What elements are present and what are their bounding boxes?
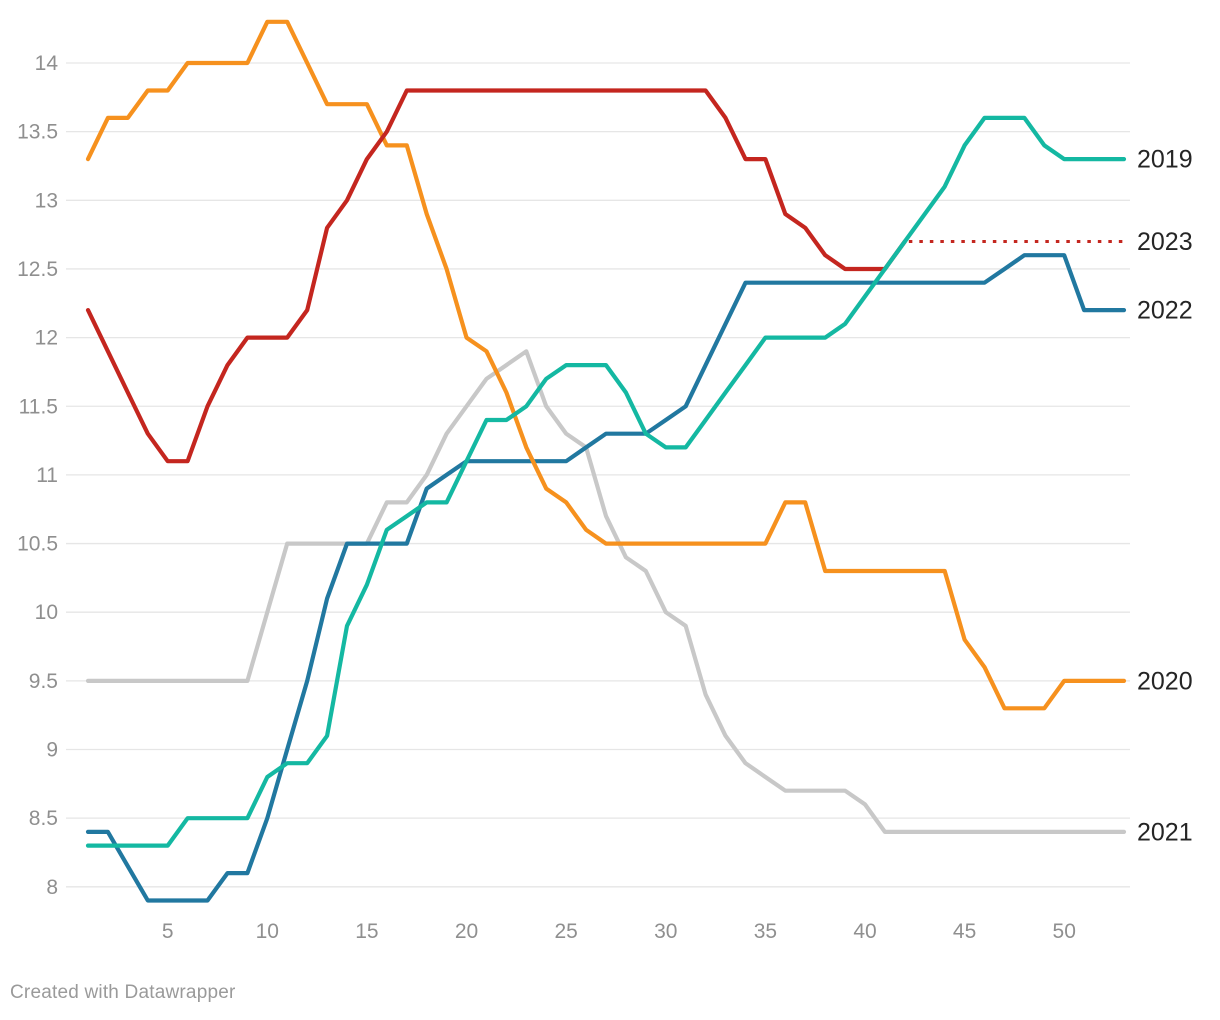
x-tick-label-45: 45: [953, 920, 976, 943]
y-tick-label-8: 8: [46, 876, 58, 899]
chart-canvas: 8 8.5 9 9.5 10 10.5 11 11.5 12 12.5 13 13.5 14 5 10 15 2…: [17, 19, 1193, 943]
y-tick-label-13: 13: [35, 189, 58, 212]
y-tick-label-13.5: 13.5: [17, 121, 58, 144]
attribution-text: Created with Datawrapper: [10, 982, 236, 1003]
series-line-2019: [85, 115, 1127, 848]
series-line-2020: [85, 19, 1127, 711]
x-tick-label-40: 40: [853, 920, 876, 943]
x-tick-label-25: 25: [554, 920, 577, 943]
y-tick-label-8.5: 8.5: [29, 807, 58, 830]
x-tick-label-35: 35: [754, 920, 777, 943]
x-tick-label-5: 5: [162, 920, 174, 943]
series-label-2023: 2023: [1137, 228, 1193, 256]
series-line-2023: [85, 88, 907, 464]
y-tick-label-12.5: 12.5: [17, 258, 58, 281]
y-tick-label-11.5: 11.5: [19, 395, 58, 418]
y-tick-label-11: 11: [36, 464, 58, 487]
series-label-2021: 2021: [1137, 818, 1193, 846]
y-tick-label-14: 14: [35, 52, 59, 75]
x-tick-label-15: 15: [355, 920, 378, 943]
x-tick-label-30: 30: [654, 920, 677, 943]
series-line-2022: [85, 253, 1127, 903]
series-label-2019: 2019: [1137, 146, 1193, 174]
x-tick-label-10: 10: [256, 920, 279, 943]
series-label-2022: 2022: [1137, 297, 1193, 325]
x-tick-label-50: 50: [1053, 920, 1076, 943]
series-line-2021: [85, 349, 1127, 834]
y-tick-label-9.5: 9.5: [29, 670, 58, 693]
series-label-2020: 2020: [1137, 667, 1193, 695]
y-tick-label-10: 10: [35, 601, 58, 624]
x-tick-label-20: 20: [455, 920, 478, 943]
y-tick-label-10.5: 10.5: [17, 533, 58, 556]
y-tick-label-12: 12: [35, 327, 58, 350]
y-tick-label-9: 9: [46, 739, 58, 762]
